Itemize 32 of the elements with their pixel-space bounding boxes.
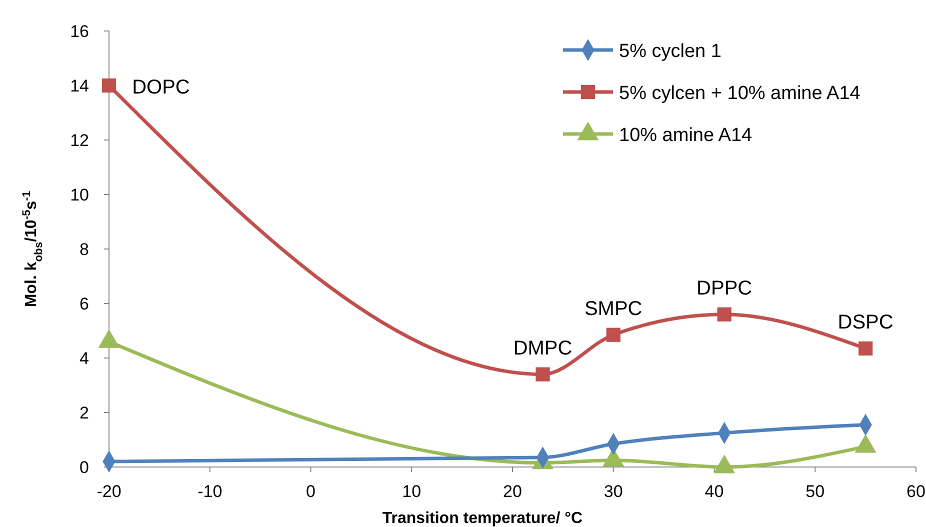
x-tick-label: 60 [906, 482, 926, 501]
point [717, 307, 732, 322]
point [536, 367, 550, 382]
x-tick-label: -10 [198, 482, 222, 501]
y-tick-label: 10 [70, 186, 89, 204]
y-tick-label: 8 [80, 240, 89, 259]
point [858, 341, 873, 356]
y-tick-label: 0 [80, 458, 89, 477]
legend-label: 5% cylcen + 10% amine A14 [619, 83, 861, 104]
y-tick-label: 12 [70, 131, 89, 150]
x-tick-label: 0 [306, 482, 316, 501]
y-tick-label: 14 [70, 76, 89, 96]
annotation: DOPC [132, 76, 190, 98]
x-tick-label: -20 [96, 482, 122, 501]
y-tick-label: 6 [80, 294, 89, 314]
y-tick-label: 2 [80, 404, 89, 422]
y-tick-label: 16 [70, 22, 89, 41]
x-tick-label: 40 [704, 482, 724, 501]
annotation: DSPC [838, 311, 894, 334]
x-tick-label: 50 [806, 482, 825, 501]
legend-label: 5% cyclen 1 [619, 41, 722, 62]
annotation: SMPC [584, 298, 642, 320]
y-tick-label: 4 [80, 349, 89, 368]
annotation: DMPC [513, 337, 572, 360]
x-tick-label: 30 [604, 482, 623, 501]
annotation: DPPC [696, 277, 752, 300]
point [102, 78, 116, 93]
x-tick-label: 20 [503, 482, 522, 501]
x-axis-title: Transition temperature/ °C [382, 510, 584, 527]
x-tick-label: 10 [402, 482, 422, 501]
point [606, 328, 620, 342]
legend-label: 10% amine A14 [619, 125, 753, 146]
